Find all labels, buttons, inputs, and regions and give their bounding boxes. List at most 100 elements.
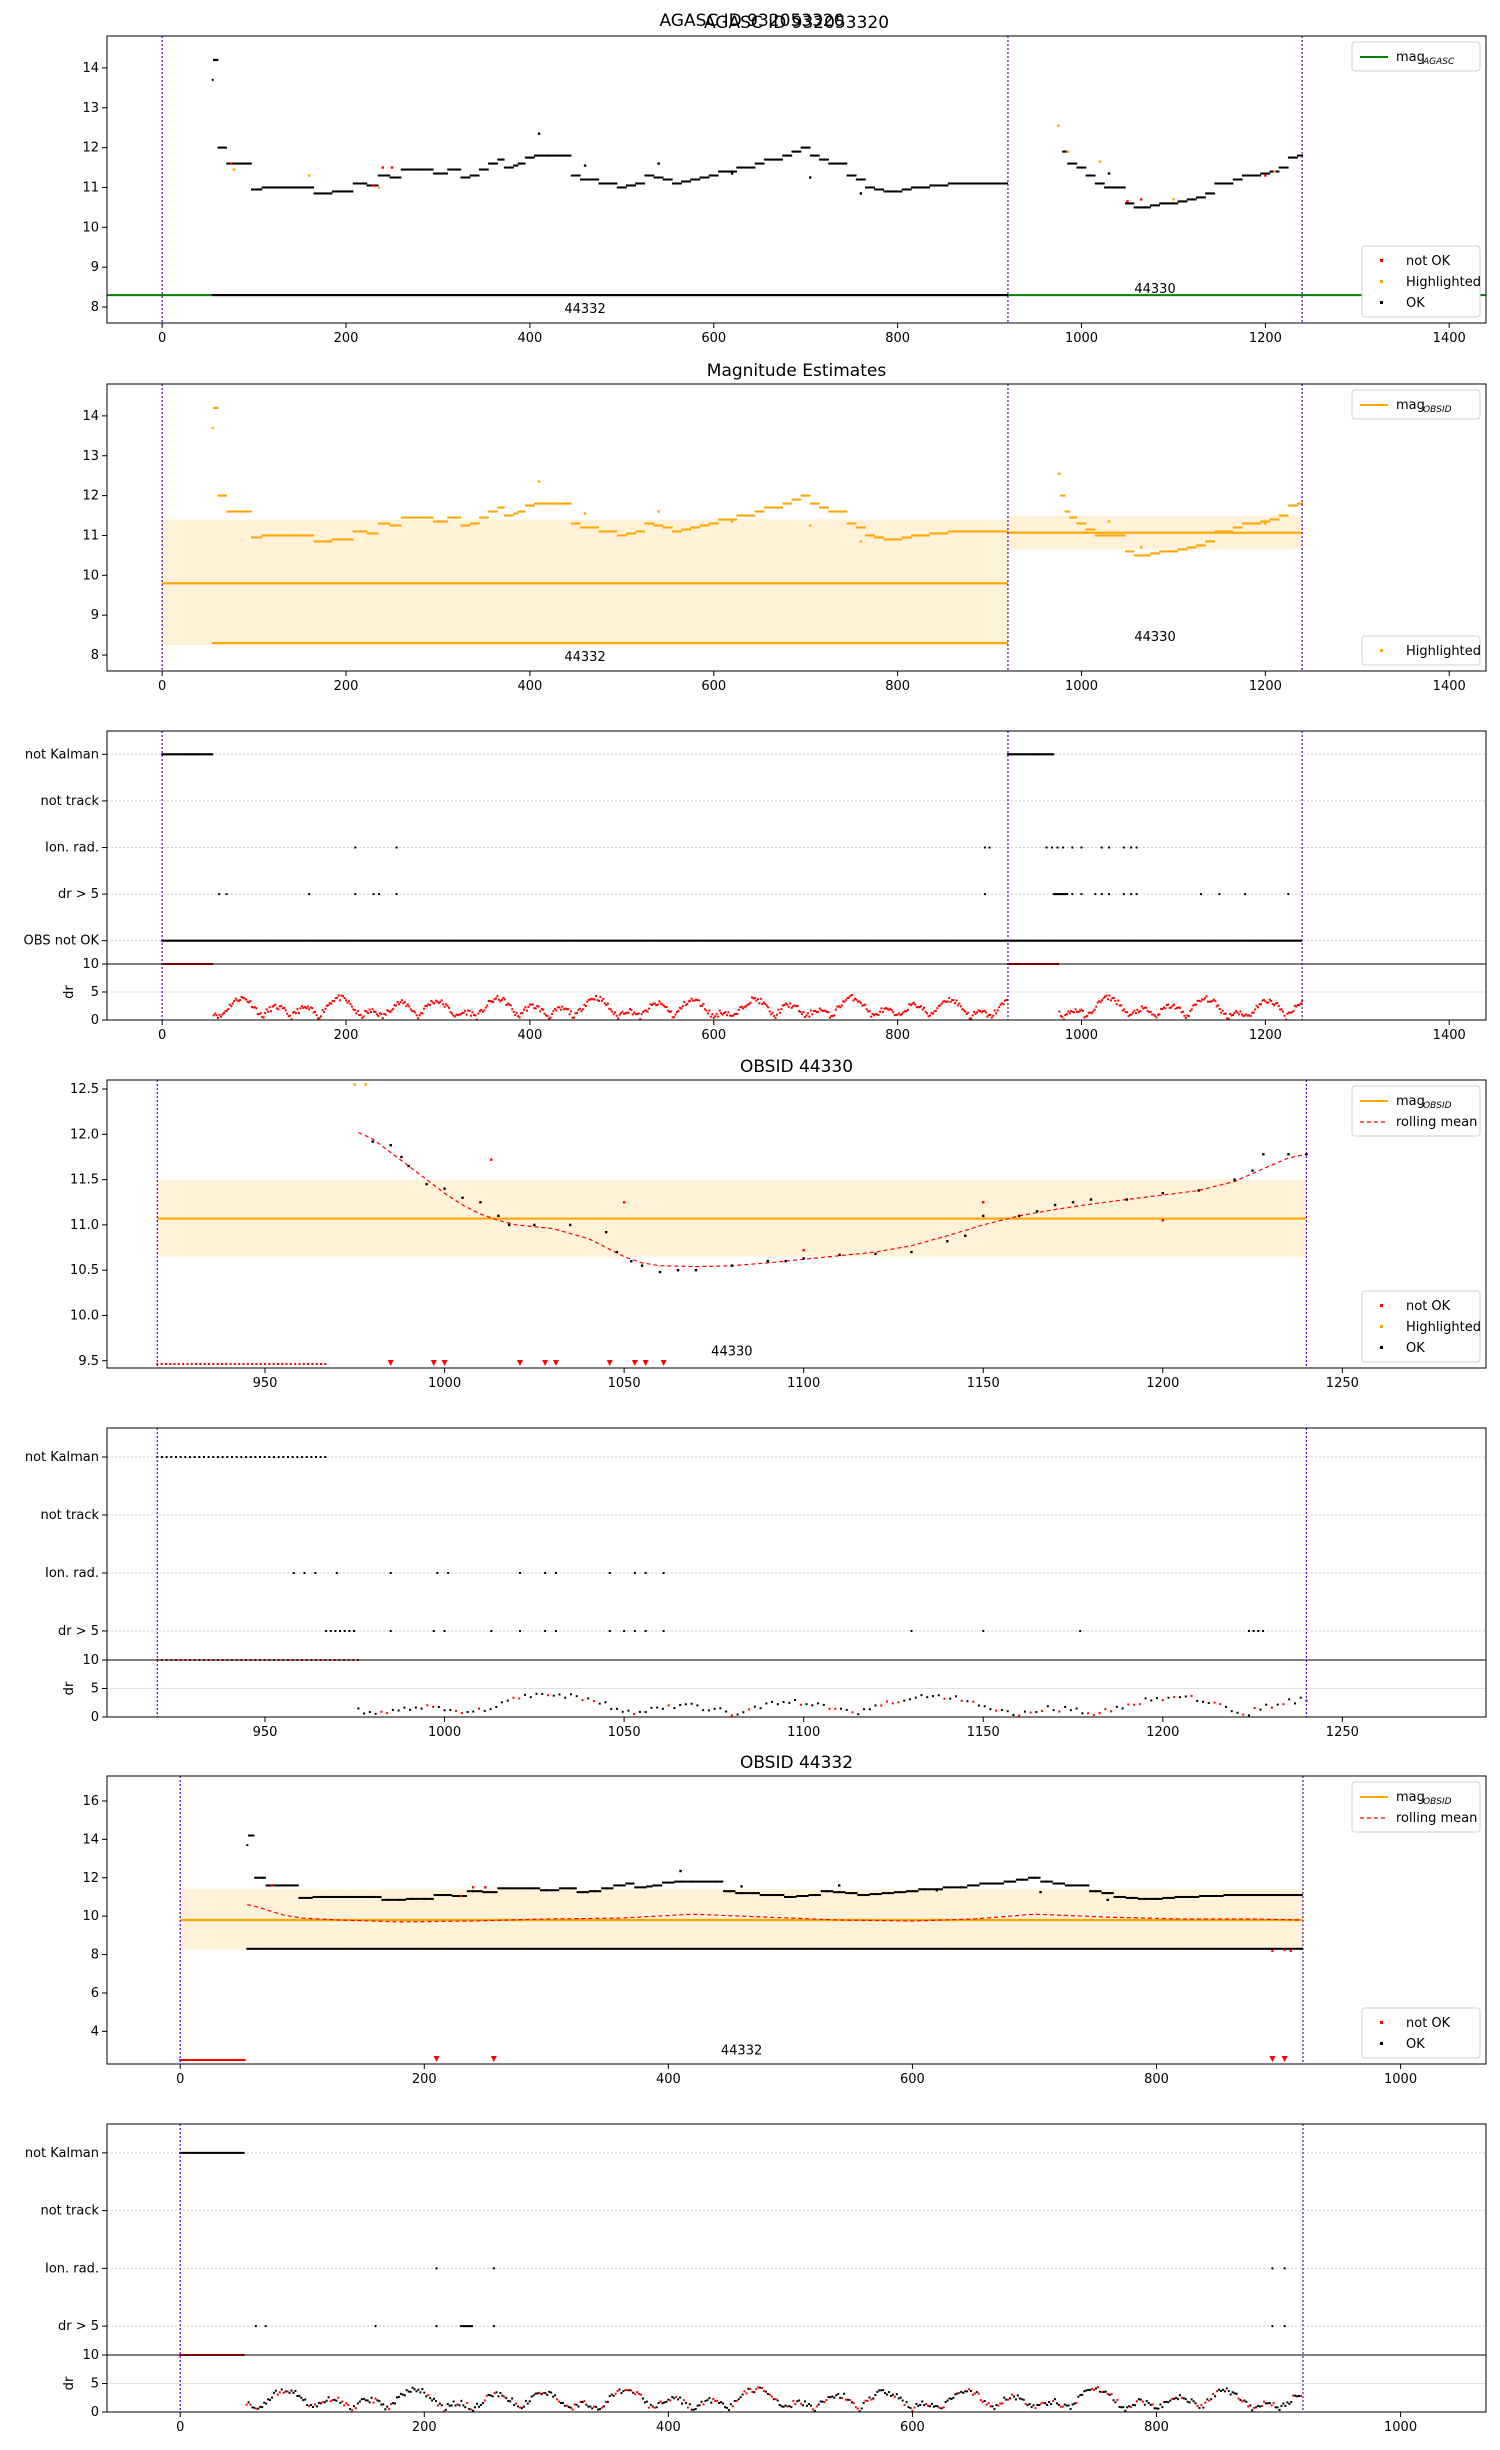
data-point bbox=[705, 642, 708, 645]
data-point bbox=[919, 294, 922, 297]
flag-point bbox=[1287, 893, 1290, 896]
data-point bbox=[250, 642, 253, 645]
data-point bbox=[1195, 544, 1198, 547]
data-point bbox=[262, 534, 265, 537]
data-point bbox=[933, 532, 936, 535]
flag-point bbox=[318, 939, 321, 942]
data-point bbox=[439, 294, 442, 297]
data-point bbox=[922, 186, 925, 189]
flag-point bbox=[1062, 893, 1065, 896]
dr-point bbox=[653, 1002, 656, 1005]
flag-point bbox=[737, 939, 740, 942]
flag-point bbox=[905, 939, 908, 942]
flag-point bbox=[684, 939, 687, 942]
data-point bbox=[801, 146, 804, 149]
flag-point bbox=[1122, 846, 1125, 849]
data-point bbox=[684, 642, 687, 645]
data-point bbox=[696, 178, 699, 181]
flag-point bbox=[793, 939, 796, 942]
data-point bbox=[321, 540, 324, 543]
flag-point bbox=[753, 939, 756, 942]
flag-point bbox=[1088, 939, 1091, 942]
data-point bbox=[271, 534, 274, 537]
flag-point bbox=[597, 939, 600, 942]
data-point bbox=[421, 642, 424, 645]
data-point bbox=[1064, 150, 1067, 153]
data-point bbox=[569, 642, 572, 645]
data-point bbox=[760, 642, 763, 645]
data-point bbox=[352, 530, 355, 533]
dr-point bbox=[731, 1014, 734, 1017]
dr-point bbox=[623, 1012, 626, 1015]
flag-point bbox=[1239, 939, 1242, 942]
data-point bbox=[814, 294, 817, 297]
data-point bbox=[811, 294, 814, 297]
dr-point bbox=[1164, 1007, 1167, 1010]
data-point bbox=[646, 642, 649, 645]
data-point bbox=[507, 642, 510, 645]
flag-point bbox=[314, 939, 317, 942]
data-point bbox=[1216, 530, 1219, 533]
data-point bbox=[673, 294, 676, 297]
data-point bbox=[580, 526, 583, 529]
flag-point bbox=[193, 753, 196, 756]
data-point bbox=[465, 642, 468, 645]
data-point bbox=[411, 168, 414, 171]
flag-point bbox=[263, 939, 266, 942]
data-point bbox=[981, 294, 984, 297]
flag-point bbox=[1166, 939, 1169, 942]
dr-point bbox=[749, 1001, 752, 1004]
flag-point bbox=[535, 939, 538, 942]
flag-point bbox=[440, 939, 443, 942]
data-point bbox=[363, 294, 366, 297]
data-point bbox=[884, 642, 887, 645]
data-point bbox=[847, 174, 850, 177]
data-point bbox=[1273, 518, 1276, 521]
flag-point bbox=[353, 939, 356, 942]
data-point bbox=[709, 294, 712, 297]
flag-point bbox=[1263, 939, 1266, 942]
data-point bbox=[902, 642, 905, 645]
data-point bbox=[989, 182, 992, 185]
flag-point bbox=[1292, 939, 1295, 942]
flag-point bbox=[633, 939, 636, 942]
dr-point bbox=[436, 1000, 439, 1003]
data-point bbox=[874, 536, 877, 539]
flag-point bbox=[395, 846, 398, 849]
flag-point bbox=[384, 939, 387, 942]
data-point bbox=[959, 294, 962, 297]
data-point bbox=[1167, 202, 1170, 205]
data-point bbox=[790, 294, 793, 297]
data-point bbox=[277, 642, 280, 645]
data-point bbox=[1211, 540, 1214, 543]
data-point bbox=[308, 174, 311, 177]
data-point bbox=[1101, 534, 1104, 537]
flag-point bbox=[1230, 939, 1233, 942]
dr-point bbox=[1086, 1014, 1089, 1017]
dr-point bbox=[598, 999, 601, 1002]
x-tick-label: 400 bbox=[517, 679, 542, 694]
data-point bbox=[615, 642, 618, 645]
flag-point bbox=[629, 939, 632, 942]
data-point bbox=[606, 294, 609, 297]
flag-point bbox=[915, 939, 918, 942]
data-point bbox=[408, 516, 411, 519]
flag-point bbox=[354, 893, 357, 896]
data-point bbox=[708, 294, 711, 297]
flag-point bbox=[567, 939, 570, 942]
flag-point bbox=[874, 939, 877, 942]
data-point bbox=[537, 642, 540, 645]
data-point bbox=[218, 494, 221, 497]
y-tick-label: 14 bbox=[82, 61, 99, 76]
flag-point bbox=[308, 893, 311, 896]
data-point bbox=[902, 294, 905, 297]
data-point bbox=[229, 642, 232, 645]
data-point bbox=[412, 294, 415, 297]
data-point bbox=[1121, 186, 1124, 189]
data-point bbox=[403, 642, 406, 645]
flag-point bbox=[973, 939, 976, 942]
flag-point bbox=[865, 939, 868, 942]
data-point bbox=[266, 534, 269, 537]
dr-point bbox=[500, 998, 503, 1001]
data-point bbox=[872, 186, 875, 189]
